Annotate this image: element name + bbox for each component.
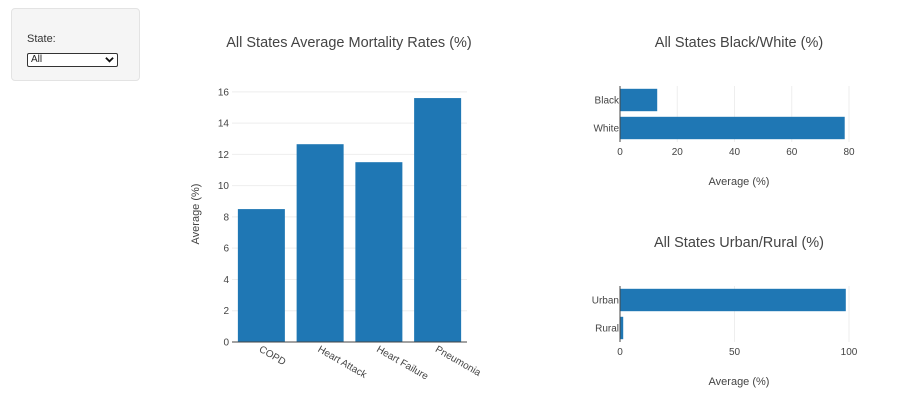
chart-title: All States Urban/Rural (%) <box>654 235 824 251</box>
bar <box>620 116 845 140</box>
x-axis-title: Average (%) <box>709 176 770 188</box>
y-tick-label: 2 <box>223 306 229 317</box>
filter-panel: State: All <box>11 8 140 81</box>
bar <box>620 288 846 312</box>
y-tick-label: 16 <box>218 87 230 98</box>
x-tick-label: 60 <box>786 147 798 158</box>
y-tick-label: 14 <box>218 119 230 130</box>
chevron-down-icon <box>105 57 114 63</box>
bar <box>237 209 285 342</box>
y-tick-label: 6 <box>223 244 229 255</box>
x-axis-title: Average (%) <box>709 376 770 388</box>
x-tick-label: 80 <box>843 147 855 158</box>
y-tick-label: 10 <box>218 181 230 192</box>
chart-title: All States Black/White (%) <box>655 35 823 51</box>
y-tick-label: 0 <box>223 338 229 349</box>
bar <box>355 162 403 342</box>
chart-title: All States Average Mortality Rates (%) <box>226 35 472 51</box>
x-tick-label: 0 <box>617 347 623 358</box>
x-tick-label: 20 <box>672 147 684 158</box>
x-tick-label: 100 <box>841 347 858 358</box>
y-tick-label: 12 <box>218 150 230 161</box>
state-select-value: All <box>31 54 43 65</box>
x-tick-label: 50 <box>729 347 741 358</box>
y-tick-label: Rural <box>595 324 619 335</box>
y-tick-label: 4 <box>223 275 229 286</box>
bar <box>414 98 462 342</box>
x-tick-label: 40 <box>729 147 741 158</box>
x-tick-label: 0 <box>617 147 623 158</box>
state-select[interactable]: All <box>27 53 118 67</box>
bar <box>620 316 624 340</box>
state-label: State: <box>27 33 56 45</box>
bar <box>620 88 658 112</box>
y-tick-label: 8 <box>223 212 229 223</box>
bar <box>296 144 344 342</box>
y-tick-label: White <box>593 124 619 135</box>
y-axis-title: Average (%) <box>190 184 202 245</box>
y-tick-label: Urban <box>592 296 619 307</box>
y-tick-label: Black <box>595 96 620 107</box>
